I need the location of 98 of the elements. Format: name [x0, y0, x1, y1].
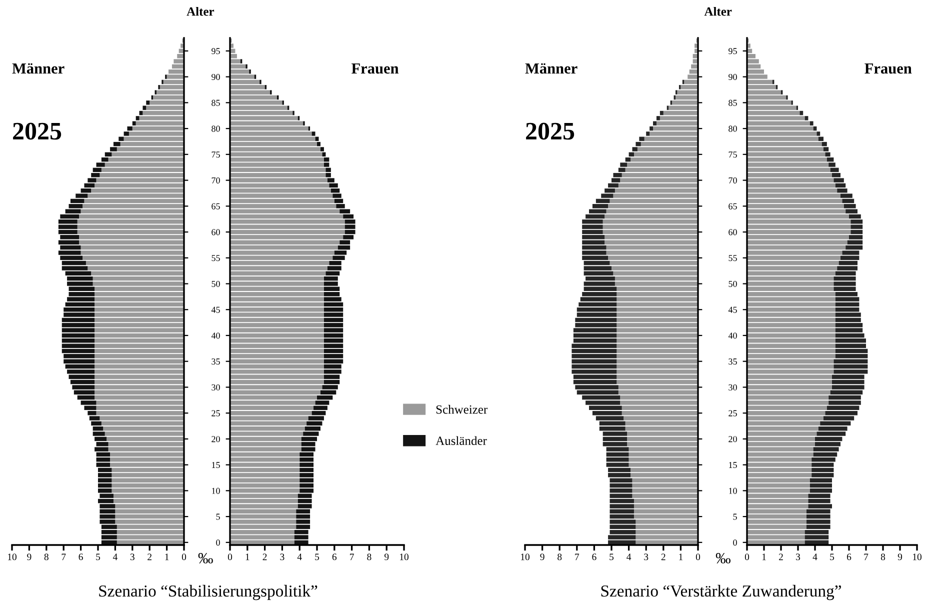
text: Szenario “Stabilisierungspolitik”: [99, 584, 318, 600]
y-tick-label: 30: [728, 384, 737, 390]
x-tick-label: 10: [912, 554, 922, 560]
y-tick-label: 20: [728, 436, 737, 442]
y-tick-label: 0: [216, 540, 220, 546]
x-tick-label: 9: [384, 554, 389, 560]
y-tick-label: 20: [212, 436, 220, 442]
legend-label: Schweizer: [436, 404, 488, 414]
y-tick-label: 25: [212, 410, 220, 416]
x-tick-label: 9: [898, 554, 902, 560]
x-tick-label: 0: [228, 554, 232, 560]
legend-label: Ausländer: [436, 436, 487, 446]
x-tick-label: 2: [262, 554, 267, 560]
text: Frauen: [864, 63, 912, 74]
y-tick-label: 95: [212, 48, 220, 54]
y-tick-label: 30: [212, 384, 220, 390]
x-tick-label: 7: [864, 554, 868, 560]
x-tick-label: 1: [246, 554, 250, 560]
y-tick-label: 75: [212, 152, 220, 158]
y-tick-label: 70: [212, 177, 220, 184]
x-tick-label: 3: [280, 554, 284, 560]
y-tick-label: 10: [212, 488, 220, 494]
y-tick-label: 50: [728, 280, 737, 287]
x-tick-label: 3: [130, 554, 134, 560]
x-tick-label: 8: [367, 554, 372, 560]
y-tick-label: 40: [211, 332, 220, 339]
x-tick-label: 10: [400, 554, 408, 560]
text: 2025: [526, 122, 574, 140]
x-tick-label: 8: [880, 554, 886, 560]
y-tick-label: 90: [728, 74, 737, 80]
y-tick-label: 40: [728, 332, 737, 339]
x-tick-label: 2: [661, 554, 666, 560]
x-tick-label: 6: [846, 554, 852, 560]
y-tick-label: 75: [728, 152, 737, 158]
y-tick-label: 65: [212, 203, 220, 210]
y-axis-title: Alter: [186, 6, 214, 16]
x-tick-label: 0: [744, 554, 750, 560]
x-tick-label: 7: [575, 554, 580, 560]
x-tick-label: 4: [297, 554, 302, 560]
y-tick-label: 10: [729, 488, 737, 494]
y-axis-title: Alter: [704, 6, 732, 16]
y-tick-label: 45: [728, 306, 737, 313]
x-tick-label: 0: [696, 554, 700, 560]
y-tick-label: 85: [728, 100, 737, 106]
x-tick-label: 4: [112, 554, 118, 560]
y-tick-label: 80: [212, 126, 220, 132]
x-tick-label: 5: [610, 554, 614, 560]
y-tick-label: 35: [728, 358, 737, 365]
y-tick-label: 60: [212, 229, 220, 236]
y-tick-label: 15: [212, 462, 220, 468]
text: 2025: [13, 122, 62, 140]
y-tick-label: 5: [733, 514, 737, 520]
x-tick-label: 6: [592, 554, 596, 560]
x-tick-label: 8: [44, 554, 48, 560]
x-tick-label: 9: [27, 554, 32, 560]
x-axis-title: ‰: [198, 553, 213, 564]
y-tick-label: 45: [211, 306, 220, 313]
x-tick-label: 4: [626, 554, 632, 560]
x-tick-label: 10: [8, 554, 16, 560]
x-tick-label: 3: [644, 554, 648, 560]
x-tick-label: 8: [558, 554, 562, 560]
x-tick-label: 1: [679, 554, 683, 560]
x-tick-label: 5: [96, 554, 100, 560]
x-tick-label: 4: [812, 554, 818, 560]
x-tick-label: 6: [332, 554, 337, 560]
text: Männer: [525, 63, 578, 74]
x-tick-label: 3: [796, 554, 800, 560]
x-tick-label: 2: [148, 554, 152, 560]
y-tick-label: 15: [729, 462, 737, 468]
y-tick-label: 55: [212, 255, 220, 262]
y-tick-label: 50: [212, 280, 220, 287]
y-tick-label: 80: [728, 126, 737, 132]
x-tick-label: 1: [762, 554, 766, 560]
y-tick-label: 95: [728, 48, 737, 54]
x-tick-label: 9: [540, 554, 544, 560]
y-tick-label: 25: [728, 410, 737, 416]
x-axis-title: ‰: [716, 553, 730, 564]
y-tick-label: 65: [728, 203, 737, 210]
y-tick-label: 60: [728, 229, 737, 236]
y-tick-label: 85: [212, 100, 220, 106]
text: Frauen: [352, 63, 399, 74]
x-tick-label: 2: [778, 554, 783, 560]
x-tick-label: 1: [165, 554, 169, 560]
text: Szenario “Verstärkte Zuwanderung”: [601, 584, 841, 600]
y-tick-label: 90: [212, 74, 220, 80]
y-tick-label: 70: [728, 177, 737, 184]
x-tick-label: 7: [350, 554, 354, 560]
x-tick-label: 7: [62, 554, 66, 560]
x-tick-label: 0: [182, 554, 186, 560]
x-tick-label: 5: [315, 554, 320, 560]
y-tick-label: 5: [216, 514, 220, 520]
x-tick-label: 10: [520, 554, 530, 560]
x-tick-label: 5: [830, 554, 834, 560]
text: Männer: [12, 63, 64, 74]
y-tick-label: 35: [212, 358, 220, 365]
y-tick-label: 0: [733, 540, 737, 546]
y-tick-label: 55: [728, 255, 737, 262]
x-tick-label: 6: [78, 554, 83, 560]
